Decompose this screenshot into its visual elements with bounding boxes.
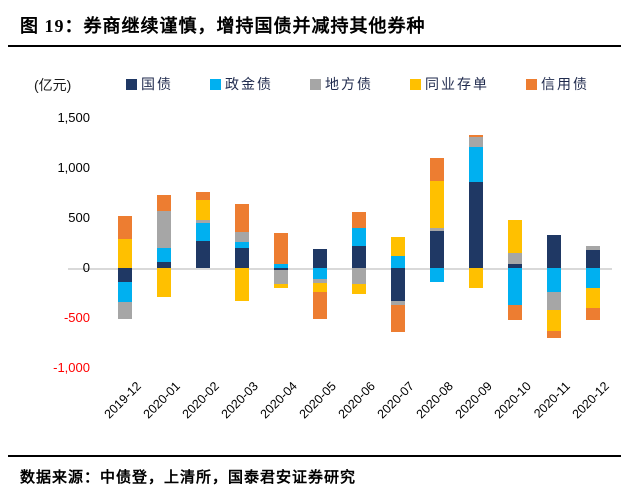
legend-swatch-icon [126, 78, 137, 90]
bar-segment [429, 181, 444, 228]
bar-segment [273, 264, 288, 268]
bar-segment [273, 284, 288, 288]
bar-segment [390, 268, 405, 301]
bar-segment [351, 284, 366, 294]
legend-item: 同业存单 [410, 74, 489, 94]
bar-segment [507, 220, 522, 253]
bar-segment [234, 204, 249, 232]
bar-segment [468, 137, 483, 147]
bar-segment [195, 241, 210, 268]
bar-segment [351, 268, 366, 284]
bar-segment [195, 192, 210, 200]
bar-segment [351, 246, 366, 268]
bar-segment [468, 135, 483, 137]
bar-segment [546, 331, 561, 338]
bar-segment [351, 212, 366, 228]
bar-segment [390, 301, 405, 305]
bar-segment [546, 268, 561, 292]
bar-segment [585, 268, 600, 288]
legend-label: 政金债 [225, 76, 273, 92]
bar-segment [234, 268, 249, 301]
bar-segment [117, 282, 132, 302]
y-axis-tick-label: 0 [82, 260, 90, 275]
chart-legend: 国债 政金债 地方债 同业存单 信用债 [126, 74, 589, 94]
bar-segment [117, 268, 132, 282]
bar-segment [468, 182, 483, 268]
y-axis-tick-label: -1,000 [53, 360, 90, 375]
bar-segment [507, 305, 522, 320]
bar-segment [585, 288, 600, 308]
zero-gridline [68, 268, 612, 270]
bar-segment [429, 231, 444, 268]
bar-segment [234, 248, 249, 268]
figure-title: 图 19：券商继续谨慎，增持国债并减持其他券种 [20, 16, 426, 36]
bar-segment [429, 158, 444, 181]
bar-segment [507, 253, 522, 264]
bar-segment [234, 232, 249, 242]
bar-segment [312, 279, 327, 283]
bar-segment [156, 262, 171, 268]
data-source-note: 数据来源：中债登，上清所，国泰君安证券研究 [20, 470, 357, 486]
bar-segment [195, 223, 210, 241]
bar-segment [117, 302, 132, 319]
bar-segment [351, 228, 366, 246]
bar-segment [117, 239, 132, 268]
legend-item: 国债 [126, 74, 173, 94]
bar-segment [468, 147, 483, 182]
bar-segment [312, 283, 327, 292]
bar-segment [195, 220, 210, 223]
legend-item: 信用债 [526, 74, 589, 94]
bar-segment [429, 268, 444, 282]
bar-segment [117, 216, 132, 239]
legend-label: 信用债 [541, 76, 589, 92]
bar-segment [156, 195, 171, 211]
footer-divider [8, 455, 621, 457]
bar-segment [585, 250, 600, 268]
y-axis-tick-label: 1,500 [57, 110, 90, 125]
bar-segment [585, 246, 600, 250]
bar-segment [273, 270, 288, 284]
legend-label: 地方债 [325, 76, 373, 92]
legend-item: 地方债 [310, 74, 373, 94]
y-axis-unit-label: (亿元) [34, 77, 72, 93]
bar-segment [156, 211, 171, 248]
y-axis-tick-label: -500 [63, 310, 90, 325]
bar-segment [390, 305, 405, 332]
y-axis-tick-label: 1,000 [57, 160, 90, 175]
bar-segment [390, 256, 405, 268]
bar-segment [468, 268, 483, 288]
title-divider [8, 45, 621, 47]
bar-segment [585, 308, 600, 320]
bar-segment [234, 242, 249, 248]
legend-label: 国债 [141, 76, 173, 92]
legend-label: 同业存单 [425, 76, 489, 92]
bar-segment [273, 233, 288, 264]
bar-segment [312, 268, 327, 279]
bar-segment [390, 237, 405, 256]
legend-swatch-icon [310, 78, 321, 90]
y-axis-tick-label: 500 [68, 210, 90, 225]
bar-segment [546, 292, 561, 310]
bar-segment [507, 264, 522, 268]
bar-segment [312, 249, 327, 268]
bar-segment [156, 248, 171, 262]
legend-swatch-icon [526, 78, 537, 90]
bar-segment [546, 310, 561, 331]
bar-segment [429, 228, 444, 231]
bar-segment [273, 268, 288, 270]
bar-segment [156, 268, 171, 297]
bar-segment [546, 235, 561, 268]
bar-segment [195, 200, 210, 220]
bar-segment [312, 292, 327, 319]
legend-item: 政金债 [210, 74, 273, 94]
legend-swatch-icon [210, 78, 221, 90]
legend-swatch-icon [410, 78, 421, 90]
bar-segment [507, 268, 522, 305]
